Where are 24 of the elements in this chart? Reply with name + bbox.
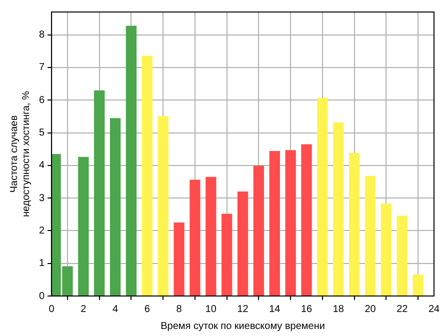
- x-axis-title: Время суток по киевскому времени: [160, 320, 325, 332]
- x-tick-label: 10: [205, 304, 217, 315]
- x-tick-label: 14: [269, 304, 281, 315]
- y-tick-label: 5: [39, 128, 45, 139]
- y-tick-label: 1: [39, 258, 45, 270]
- x-tick-label: 18: [332, 304, 344, 315]
- x-tick-label: 12: [237, 304, 249, 315]
- x-tick-label: 8: [176, 304, 182, 315]
- y-axis-title: Частота случаев недоступности хостинга, %: [8, 90, 32, 217]
- x-tick-label: 6: [144, 304, 150, 315]
- y-tick-label: 2: [39, 225, 45, 236]
- x-tick-label: 20: [364, 304, 376, 315]
- x-tick-label: 4: [112, 304, 119, 315]
- x-tick-label: 24: [428, 304, 440, 315]
- y-tick-label: 6: [39, 94, 45, 106]
- x-tick-label: 22: [396, 304, 408, 315]
- y-tick-label: 4: [39, 160, 45, 172]
- x-tick-label: 0: [48, 304, 55, 315]
- y-tick-label: 3: [39, 192, 45, 204]
- x-tick-label: 2: [80, 304, 87, 315]
- y-tick-label: 8: [39, 30, 45, 41]
- y-tick-label: 0: [39, 290, 45, 302]
- x-tick-label: 16: [300, 304, 313, 315]
- y-tick-label: 7: [39, 62, 45, 74]
